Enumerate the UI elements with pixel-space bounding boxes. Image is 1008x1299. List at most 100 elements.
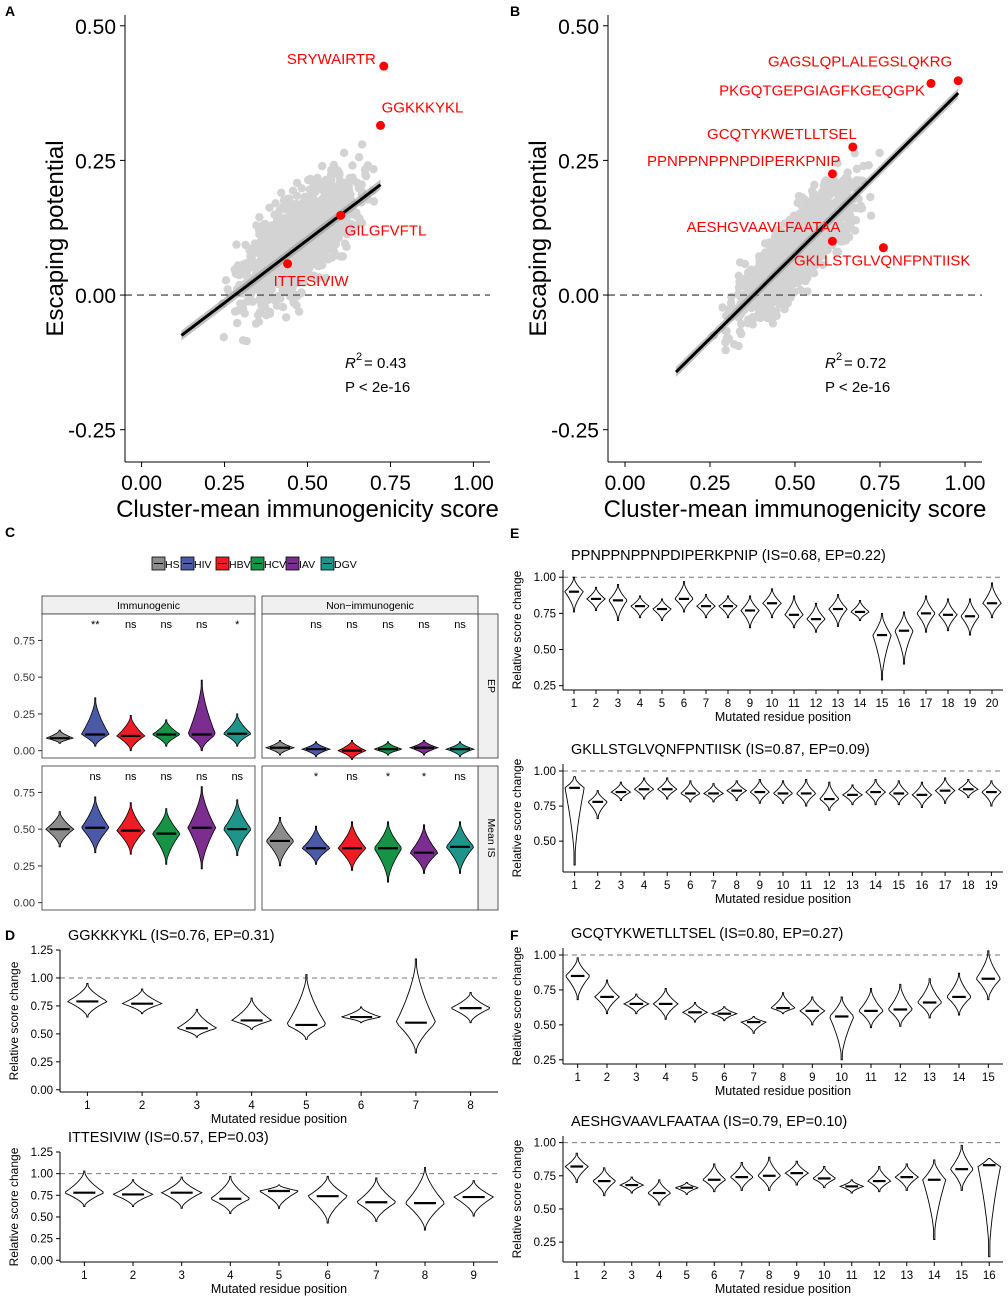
highlight-point — [878, 243, 888, 253]
x-tick-label: 18 — [962, 880, 975, 892]
x-tick-label: 6 — [711, 1270, 717, 1282]
x-tick-label: 1 — [81, 1270, 87, 1282]
highlight-label: GAGSLQPLALEGSLQKRG — [768, 54, 952, 71]
panel-letter: F — [510, 927, 519, 943]
x-tick-label: 9 — [757, 880, 763, 892]
x-tick-label: 4 — [656, 1270, 663, 1282]
y-tick-label: 0.50 — [558, 16, 599, 39]
x-tick-label: 5 — [276, 1270, 282, 1282]
data-point — [311, 243, 320, 252]
y-tick-label: 0.25 — [14, 861, 35, 873]
data-point — [821, 209, 831, 218]
highlight-label: ITTESIVIW — [274, 273, 350, 290]
x-tick-label: 10 — [777, 880, 790, 892]
data-point — [841, 189, 850, 198]
panel-title: GGKKKYKL (IS=0.76, EP=0.31) — [68, 928, 275, 944]
significance-label: ns — [196, 771, 208, 783]
data-point — [238, 336, 248, 345]
x-tick-label: 3 — [615, 698, 621, 710]
y-tick-label: 0.50 — [14, 824, 35, 836]
data-point — [354, 153, 364, 162]
violin — [340, 1006, 382, 1024]
x-tick-label: 0.25 — [690, 472, 731, 495]
data-point — [329, 203, 338, 212]
r2-symbol: R — [345, 355, 356, 372]
data-point — [855, 176, 864, 185]
x-axis-title: Mutated residue position — [211, 1282, 347, 1296]
data-point — [292, 178, 302, 188]
y-tick-label: 0.00 — [31, 1085, 53, 1097]
violin — [67, 983, 108, 1018]
data-point — [283, 234, 292, 243]
y-axis-title: Relative score change — [510, 758, 524, 877]
highlight-label: PPNPPNPPNPDIPERKPNIP — [647, 153, 840, 170]
data-point — [866, 211, 876, 220]
y-tick-label: 0.75 — [534, 985, 556, 997]
data-point — [850, 226, 860, 235]
x-axis-title: Mutated residue position — [715, 710, 851, 724]
x-tick-label: 3 — [629, 1270, 635, 1282]
y-axis-title: Escaping potential — [525, 140, 552, 336]
y-axis-title: Relative score change — [510, 570, 524, 689]
data-point — [826, 189, 835, 198]
data-point — [820, 177, 830, 187]
data-point — [754, 263, 763, 272]
highlight-label: AESHGVAAVLFAATAA — [686, 219, 840, 236]
x-tick-label: 13 — [923, 1072, 936, 1084]
data-point — [280, 196, 289, 205]
data-point — [772, 311, 781, 321]
legend-label: HBV — [229, 559, 251, 571]
panel-title: GCQTYKWETLLTSEL (IS=0.80, EP=0.27) — [571, 926, 843, 942]
y-axis-title: Escaping potential — [42, 140, 69, 336]
data-point — [318, 161, 327, 171]
data-point — [786, 216, 795, 226]
y-tick-label: 1.00 — [31, 973, 53, 985]
data-point — [768, 319, 778, 328]
x-tick-label: 9 — [747, 698, 753, 710]
y-tick-label: 0.00 — [31, 1255, 53, 1267]
data-point — [734, 271, 743, 280]
y-tick-label: 0.25 — [14, 709, 35, 721]
data-point — [738, 280, 747, 289]
violin — [116, 802, 146, 855]
y-tick-label: 1.00 — [534, 766, 556, 778]
data-point — [301, 214, 311, 224]
panel-C: C HS HIV HBV HCV IAV DGV Immunogenic Non−immunog… — [5, 524, 499, 911]
y-tick-label: 1.25 — [31, 945, 53, 957]
y-axis-title: Relative score change — [7, 961, 21, 1080]
data-point — [734, 341, 743, 351]
data-point — [761, 248, 770, 257]
data-point — [350, 210, 359, 219]
y-tick-label: 0.75 — [14, 635, 35, 647]
data-point — [297, 288, 306, 298]
data-point — [243, 296, 252, 305]
violin — [301, 825, 331, 865]
x-tick-label: 1 — [571, 698, 577, 710]
r2-superscript: 2 — [836, 351, 842, 363]
y-tick-label: -0.25 — [68, 420, 116, 443]
data-point — [776, 250, 786, 260]
x-axis-title: Mutated residue position — [211, 1112, 347, 1126]
x-tick-label: 6 — [687, 880, 693, 892]
panel-F: F GCQTYKWETLLTSEL (IS=0.80, EP=0.27) 0.25 0… — [510, 926, 1003, 1098]
violin — [702, 1163, 726, 1193]
highlight-point — [953, 76, 963, 86]
x-tick-label: 0.25 — [204, 472, 245, 495]
data-point — [361, 170, 370, 180]
highlight-point — [827, 169, 837, 179]
violin — [112, 1179, 154, 1208]
data-point — [790, 273, 799, 283]
y-tick-label: 0.50 — [31, 1029, 53, 1041]
r2-symbol: R — [825, 355, 836, 372]
y-tick-label: 0.75 — [534, 1171, 556, 1183]
data-point — [255, 294, 264, 303]
data-point — [749, 273, 759, 282]
x-tick-label: 2 — [139, 1100, 145, 1112]
data-point — [239, 260, 248, 269]
data-point — [721, 338, 730, 347]
panel-E2: GKLLSTGLVQNFPNTIISK (IS=0.87, EP=0.09) 0.… — [510, 742, 1003, 906]
facet-cell: ns ns ns ns ns — [261, 613, 479, 760]
data-point — [292, 301, 301, 310]
y-tick-label: 0.75 — [534, 801, 556, 813]
y-tick-label: 0.50 — [75, 16, 116, 39]
